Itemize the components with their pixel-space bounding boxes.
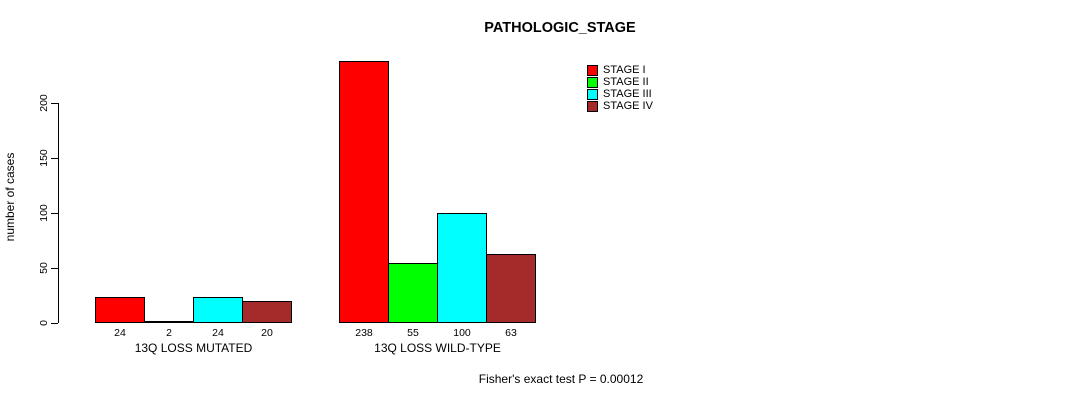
legend-swatch [587,76,598,88]
legend-swatch [587,64,598,76]
y-tick-mark [51,323,58,324]
y-tick-mark [51,158,58,159]
y-axis-line [58,103,59,323]
y-tick-mark [51,213,58,214]
bar-value-label: 55 [407,327,419,339]
chart-title: PATHOLOGIC_STAGE [484,20,636,36]
bar-value-label: 2 [166,327,172,339]
legend-swatch [587,88,598,100]
y-tick-mark [51,268,58,269]
bar [144,320,194,323]
x-axis-group-label: 13Q LOSS WILD-TYPE [374,341,501,355]
legend-swatch [587,101,598,113]
bar [339,61,389,323]
bar [242,301,292,323]
bar [95,296,145,323]
legend-label: STAGE II [603,75,649,88]
y-tick-label: 50 [38,262,50,274]
bar [193,296,243,323]
legend-item: STAGE I [587,64,653,76]
x-axis-group-label: 13Q LOSS MUTATED [134,341,253,355]
bar-value-label: 20 [261,327,273,339]
bar [437,213,487,323]
y-axis-title: number of cases [3,152,17,242]
y-tick-label: 150 [38,149,50,167]
legend-item: STAGE III [587,88,653,100]
legend-label: STAGE III [603,87,652,100]
bar [486,253,536,323]
footnote: Fisher's exact test P = 0.00012 [478,372,644,386]
legend-label: STAGE I [603,63,646,76]
legend-item: STAGE II [587,76,653,88]
y-tick-mark [51,103,58,104]
bar-value-label: 24 [114,327,126,339]
y-tick-label: 100 [38,204,50,222]
bar-value-label: 63 [505,327,517,339]
bar-value-label: 238 [355,327,373,339]
bar-value-label: 100 [453,327,471,339]
legend-label: STAGE IV [603,100,653,113]
bar-value-label: 24 [212,327,224,339]
bar [388,262,438,323]
y-tick-label: 0 [38,320,50,326]
legend-item: STAGE IV [587,101,653,113]
legend: STAGE I STAGE II STAGE III STAGE IV [587,64,653,113]
y-tick-label: 200 [38,94,50,112]
